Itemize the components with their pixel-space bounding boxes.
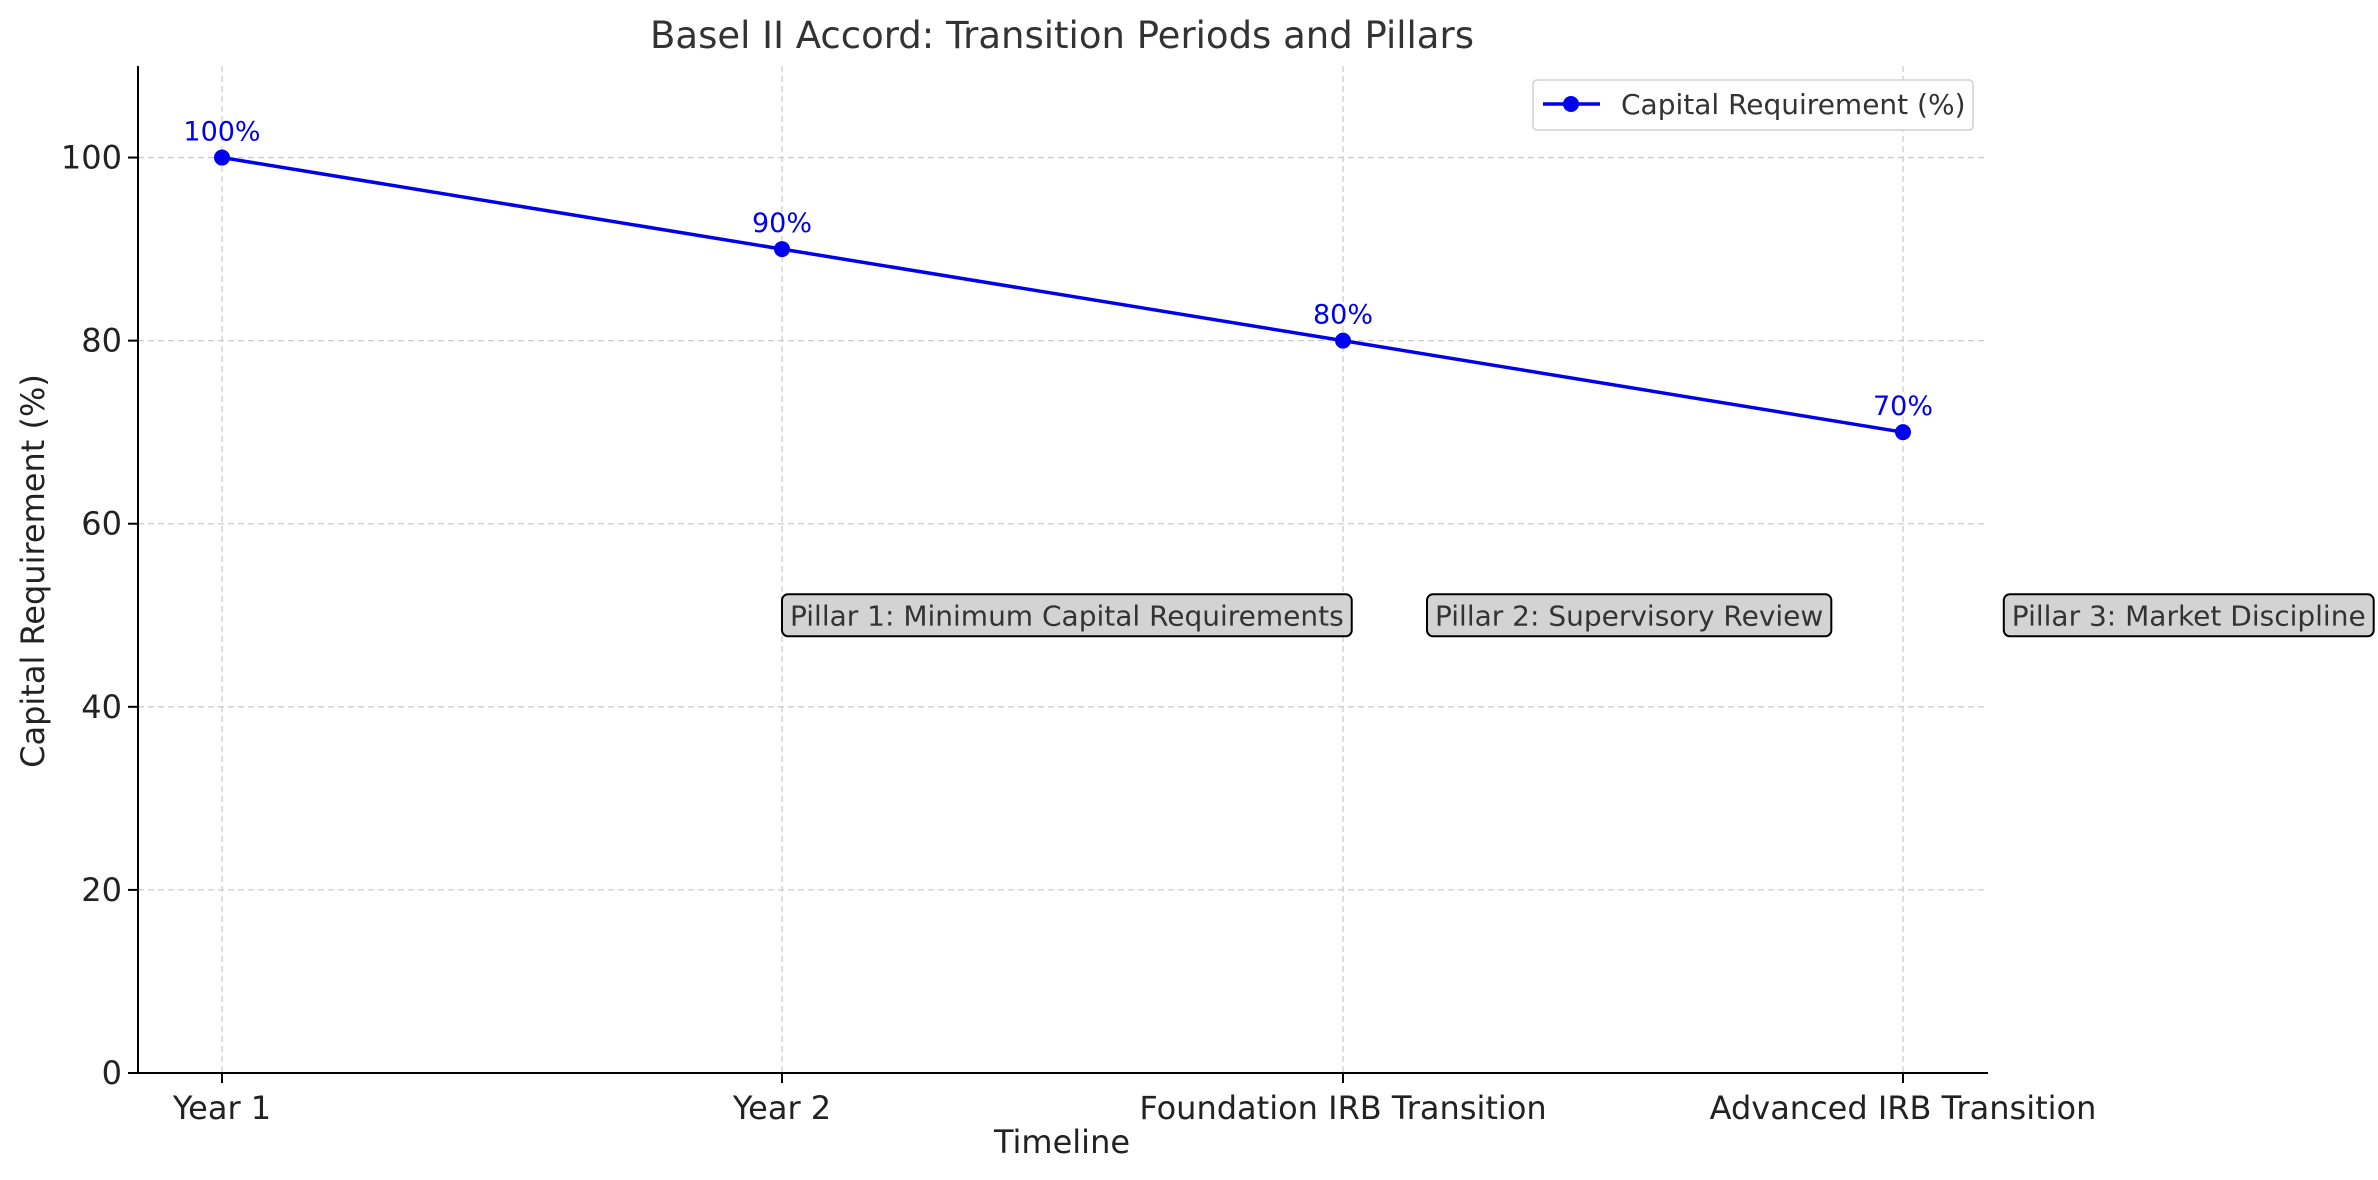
- data-label-3: 70%: [1873, 391, 1933, 422]
- series-line-0: [221, 155, 1904, 434]
- x-tick-label-0: Year 1: [172, 1089, 271, 1127]
- data-point-3: [1895, 424, 1911, 441]
- y-tick-label-80: 80: [81, 322, 122, 360]
- pillar-annotation-box-1: [781, 593, 1353, 638]
- data-label-0: 100%: [183, 117, 260, 148]
- y-tick-label-0: 0: [102, 1054, 122, 1092]
- data-label-1: 90%: [752, 208, 812, 239]
- legend-marker-swatch: [1563, 96, 1579, 112]
- pillar-annotation-1: Pillar 1: Minimum Capital Requirements: [781, 593, 1353, 638]
- x-tick-label-3: Advanced IRB Transition: [1710, 1089, 2097, 1127]
- y-tick-label-40: 40: [81, 688, 122, 726]
- pillar-annotation-box-3: [2002, 593, 2375, 638]
- tick-labels: 0 20 40 60 80 100 Year 1 Year 2 Foundation IRB T…: [61, 139, 2096, 1127]
- series-capital-requirement: 100% 90% 80% 70%: [183, 117, 1933, 441]
- chart-title: Basel II Accord: Transition Periods and …: [650, 14, 1474, 57]
- grid-lines: [138, 66, 1988, 1073]
- data-point-0: [214, 149, 230, 166]
- pillar-annotation-text-2: Pillar 2: Supervisory Review: [1435, 599, 1823, 632]
- legend: Capital Requirement (%): [1532, 79, 1974, 131]
- y-tick-label-20: 20: [81, 871, 122, 909]
- pillar-annotations: Pillar 1: Minimum Capital Requirements Pi…: [781, 593, 2375, 638]
- pillar-annotation-3: Pillar 3: Market Discipline: [2002, 593, 2375, 638]
- legend-entry-capital-requirement: Capital Requirement (%): [1621, 88, 1966, 121]
- pillar-annotation-2: Pillar 2: Supervisory Review: [1426, 593, 1833, 638]
- y-tick-label-60: 60: [81, 505, 122, 543]
- y-tick-label-100: 100: [61, 139, 122, 177]
- pillar-annotation-text-1: Pillar 1: Minimum Capital Requirements: [790, 599, 1344, 632]
- data-point-1: [774, 241, 790, 258]
- data-label-2: 80%: [1313, 300, 1373, 331]
- axes: [128, 66, 1988, 1083]
- x-tick-label-2: Foundation IRB Transition: [1139, 1089, 1546, 1127]
- data-point-2: [1335, 332, 1351, 349]
- y-axis-label: Capital Requirement (%): [14, 374, 52, 768]
- x-tick-label-1: Year 2: [732, 1089, 831, 1127]
- pillar-annotation-box-2: [1426, 593, 1833, 638]
- x-axis-label: Timeline: [993, 1123, 1130, 1161]
- pillar-annotation-text-3: Pillar 3: Market Discipline: [2012, 599, 2366, 632]
- legend-frame: [1532, 79, 1974, 131]
